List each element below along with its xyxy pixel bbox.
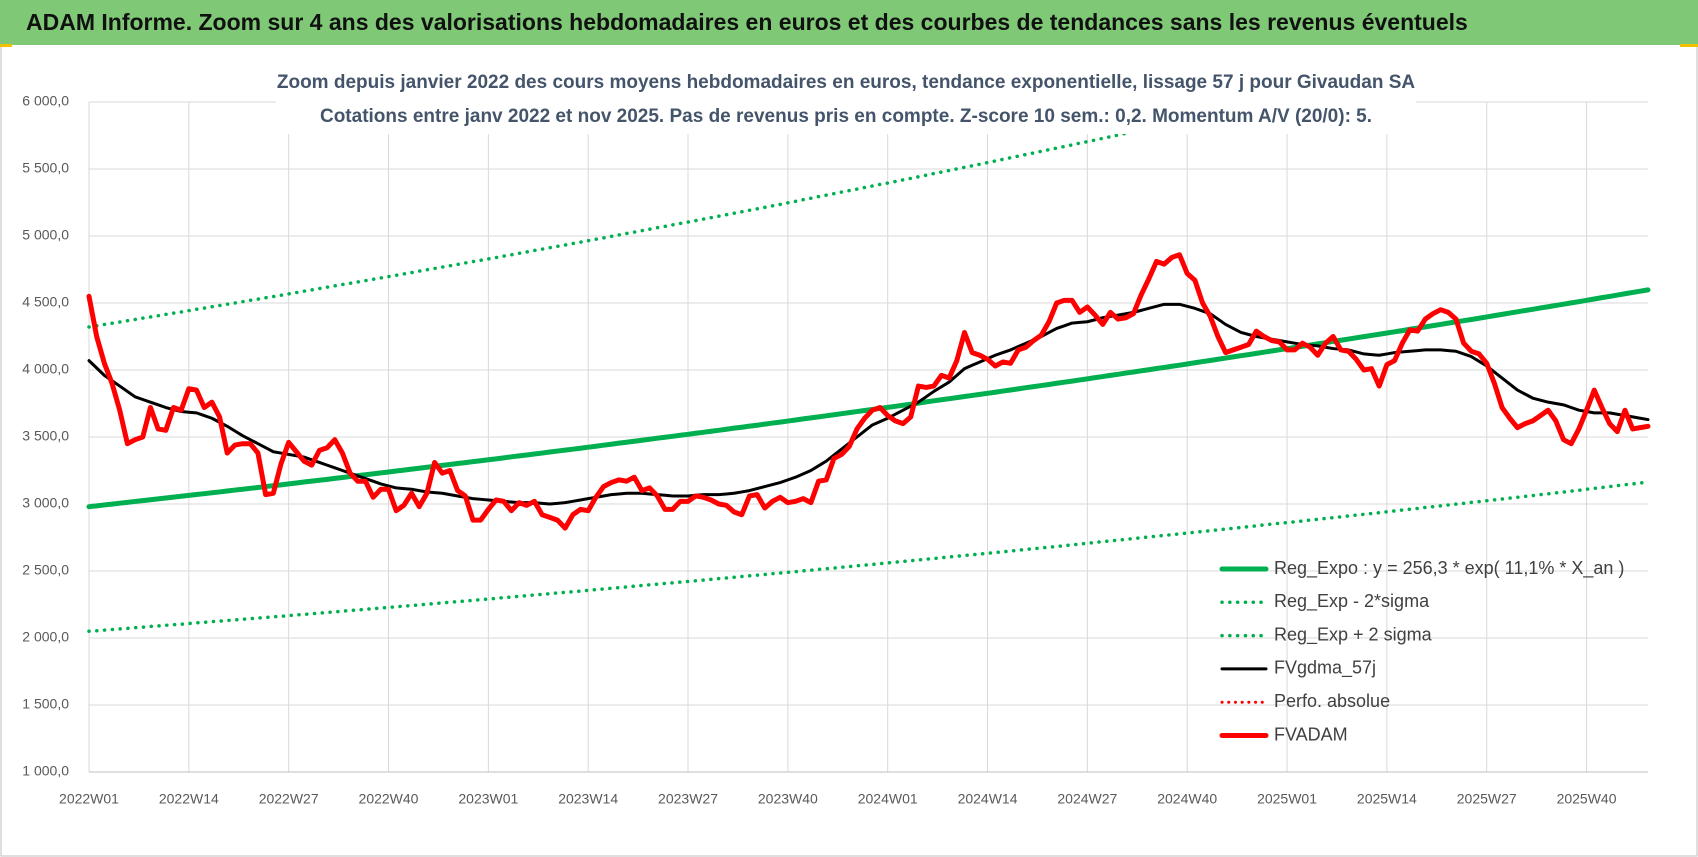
y-tick-label: 2 000,0 [22,629,69,645]
y-tick-label: 5 500,0 [22,160,69,176]
y-tick-label: 4 500,0 [22,294,69,310]
y-tick-label: 1 000,0 [22,763,69,779]
series-line [86,287,1651,510]
y-tick-label: 3 500,0 [22,428,69,444]
chart-subtitle: Cotations entre janv 2022 et nov 2025. P… [320,106,1372,127]
x-tick-label: 2025W01 [1257,791,1317,807]
x-tick-label: 2024W14 [958,791,1018,807]
header-band [0,0,1698,45]
x-tick-label: 2023W01 [458,791,518,807]
chart-title: ADAM Informe. Zoom sur 4 ans des valoris… [26,9,1468,35]
x-tick-label: 2024W40 [1157,791,1217,807]
series-line [87,99,1290,329]
subtitle-background [276,64,1416,134]
y-tick-label: 2 500,0 [22,562,69,578]
y-tick-label: 6 000,0 [22,93,69,109]
series-group [86,99,1651,634]
x-tick-label: 2025W14 [1357,791,1417,807]
legend-label: Reg_Exp + 2 sigma [1274,624,1433,645]
x-tick-label: 2024W01 [858,791,918,807]
y-tick-label: 5 000,0 [22,227,69,243]
x-tick-label: 2023W14 [558,791,618,807]
x-tick-label: 2024W27 [1057,791,1117,807]
x-tick-label: 2025W40 [1557,791,1617,807]
y-tick-label: 1 500,0 [22,696,69,712]
x-tick-label: 2023W40 [758,791,818,807]
legend-label: Reg_Expo : y = 256,3 * exp( 11,1% * X_an… [1274,558,1624,579]
legend-label: FVgdma_57j [1274,658,1376,679]
legend: Reg_Expo : y = 256,3 * exp( 11,1% * X_an… [1219,558,1624,744]
x-tick-label: 2022W14 [159,791,219,807]
x-tick-label: 2022W40 [359,791,419,807]
legend-label: Reg_Exp - 2*sigma [1274,591,1430,612]
legend-label: Perfo. absolue [1274,691,1390,711]
series-line [86,252,1651,531]
x-tick-label: 2025W27 [1457,791,1517,807]
grid: 1 000,0 1 500,0 2 000,0 2 500,0 3 000,0 3 500… [22,93,1648,807]
x-tick-label: 2022W01 [59,791,119,807]
corner-mark [1680,44,1698,47]
legend-label: FVADAM [1274,724,1348,744]
x-tick-label: 2023W27 [658,791,718,807]
y-tick-label: 4 000,0 [22,361,69,377]
x-tick-label: 2022W27 [259,791,319,807]
chart-subtitle: Zoom depuis janvier 2022 des cours moyen… [277,72,1416,93]
y-tick-label: 3 000,0 [22,495,69,511]
corner-mark [0,44,12,47]
